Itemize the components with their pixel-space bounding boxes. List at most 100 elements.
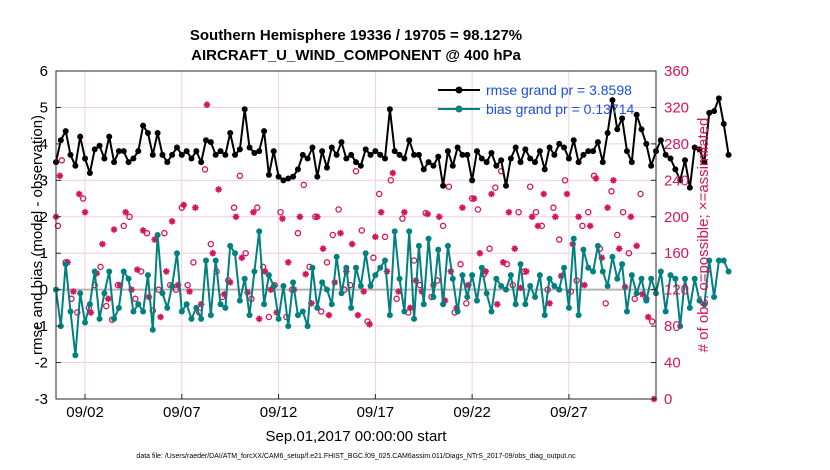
rmse-point [251, 150, 258, 156]
rmse-point [541, 166, 548, 173]
obs-assimilated-star [604, 204, 611, 211]
obs-assimilated-star [581, 281, 588, 289]
rmse-point [294, 166, 301, 173]
obs-assimilated-star [244, 289, 251, 296]
y-right-tick-label: 360 [664, 63, 689, 80]
obs-assimilated-star [302, 270, 309, 278]
rmse-point [275, 173, 282, 180]
rmse-point [169, 151, 176, 158]
obs-assimilated-star [87, 309, 95, 316]
obs-assimilated-star [209, 249, 217, 257]
obs-assimilated-marker [122, 208, 129, 216]
rmse-point [464, 151, 471, 158]
rmse-point [638, 126, 645, 133]
y-left-tick-label: 0 [40, 282, 48, 299]
bias-point [570, 235, 577, 242]
obs-assimilated-marker [499, 259, 507, 266]
bias-point [454, 308, 461, 315]
obs-assimilated-marker [209, 249, 217, 257]
rmse-point [556, 140, 563, 147]
rmse-point [120, 148, 127, 155]
rmse-point [469, 177, 476, 184]
bias-point [173, 250, 180, 257]
obs-possible-marker [155, 286, 162, 293]
bias-point [319, 279, 326, 286]
obs-assimilated-marker [163, 268, 170, 275]
rmse-point [411, 151, 418, 158]
bias-point [328, 301, 335, 308]
bias-point [338, 290, 345, 297]
obs-assimilated-star [180, 201, 188, 209]
bias-point [643, 297, 650, 304]
bias-point [227, 242, 234, 249]
rmse-point [72, 162, 79, 169]
obs-assimilated-marker [296, 213, 304, 221]
bias-point [178, 308, 185, 315]
rmse-point [493, 162, 500, 169]
rmse-point [720, 120, 727, 127]
rmse-point [648, 162, 655, 169]
obs-assimilated-marker [174, 281, 182, 289]
bias-point [551, 283, 558, 290]
chart-subtitle: AIRCRAFT_U_WIND_COMPONENT @ 400 hPa [191, 47, 521, 64]
obs-possible-marker [242, 249, 249, 257]
obs-possible-marker [103, 302, 110, 310]
x-tick-label: 09/17 [357, 404, 395, 421]
obs-assimilated-marker [604, 204, 611, 211]
rmse-point [86, 170, 93, 177]
obs-assimilated-marker [70, 288, 77, 295]
legend-bias-label: bias grand pr = 0.13714 [486, 101, 634, 117]
obs-assimilated-marker [192, 204, 199, 211]
rmse-point [319, 148, 326, 155]
obs-assimilated-marker [133, 266, 141, 273]
bias-point [440, 301, 447, 308]
bias-point [401, 308, 408, 315]
obs-assimilated-marker [116, 281, 124, 289]
y-right-tick-label: 40 [664, 355, 681, 372]
bias-point [207, 312, 214, 319]
bias-point [212, 257, 219, 264]
bias-point [280, 283, 287, 290]
bias-point [169, 283, 176, 290]
obs-possible-marker [555, 236, 563, 243]
bias-point [285, 323, 292, 330]
rmse-point [203, 137, 209, 144]
obs-assimilated-marker [180, 201, 188, 209]
bias-point [672, 275, 679, 282]
obs-assimilated-marker [435, 213, 443, 221]
obs-possible-marker [614, 231, 621, 239]
obs-assimilated-star [267, 286, 275, 293]
obs-assimilated-star [540, 190, 548, 198]
bias-point [720, 257, 727, 264]
bias-point [299, 308, 306, 315]
rmse-point [415, 151, 422, 158]
rmse-point [614, 126, 621, 133]
obs-assimilated-star [615, 245, 623, 252]
obs-assimilated-star [308, 300, 315, 307]
rmse-point [551, 151, 558, 158]
bias-point [507, 272, 514, 279]
rmse-point [425, 159, 432, 166]
obs-possible-marker [532, 208, 540, 216]
bias-point [420, 301, 427, 308]
rmse-point [628, 159, 635, 166]
rmse-point [430, 162, 437, 169]
obs-assimilated-star [232, 213, 240, 221]
obs-assimilated-marker [366, 320, 373, 328]
obs-possible-marker [492, 184, 499, 191]
rmse-point [96, 142, 103, 149]
obs-assimilated-marker [372, 233, 379, 241]
rmse-point [391, 148, 398, 155]
obs-assimilated-marker [157, 313, 164, 321]
bias-point [667, 272, 674, 279]
bias-point [125, 275, 132, 282]
bias-point [270, 283, 277, 290]
rmse-point [488, 150, 495, 156]
rmse-point [140, 122, 147, 129]
rmse-point [643, 140, 650, 147]
rmse-point [111, 159, 118, 166]
bias-point [91, 268, 98, 275]
bias-point [290, 279, 297, 286]
y-axis-left-label: rmse and bias (model - observation) [29, 115, 46, 355]
rmse-point [483, 159, 490, 166]
